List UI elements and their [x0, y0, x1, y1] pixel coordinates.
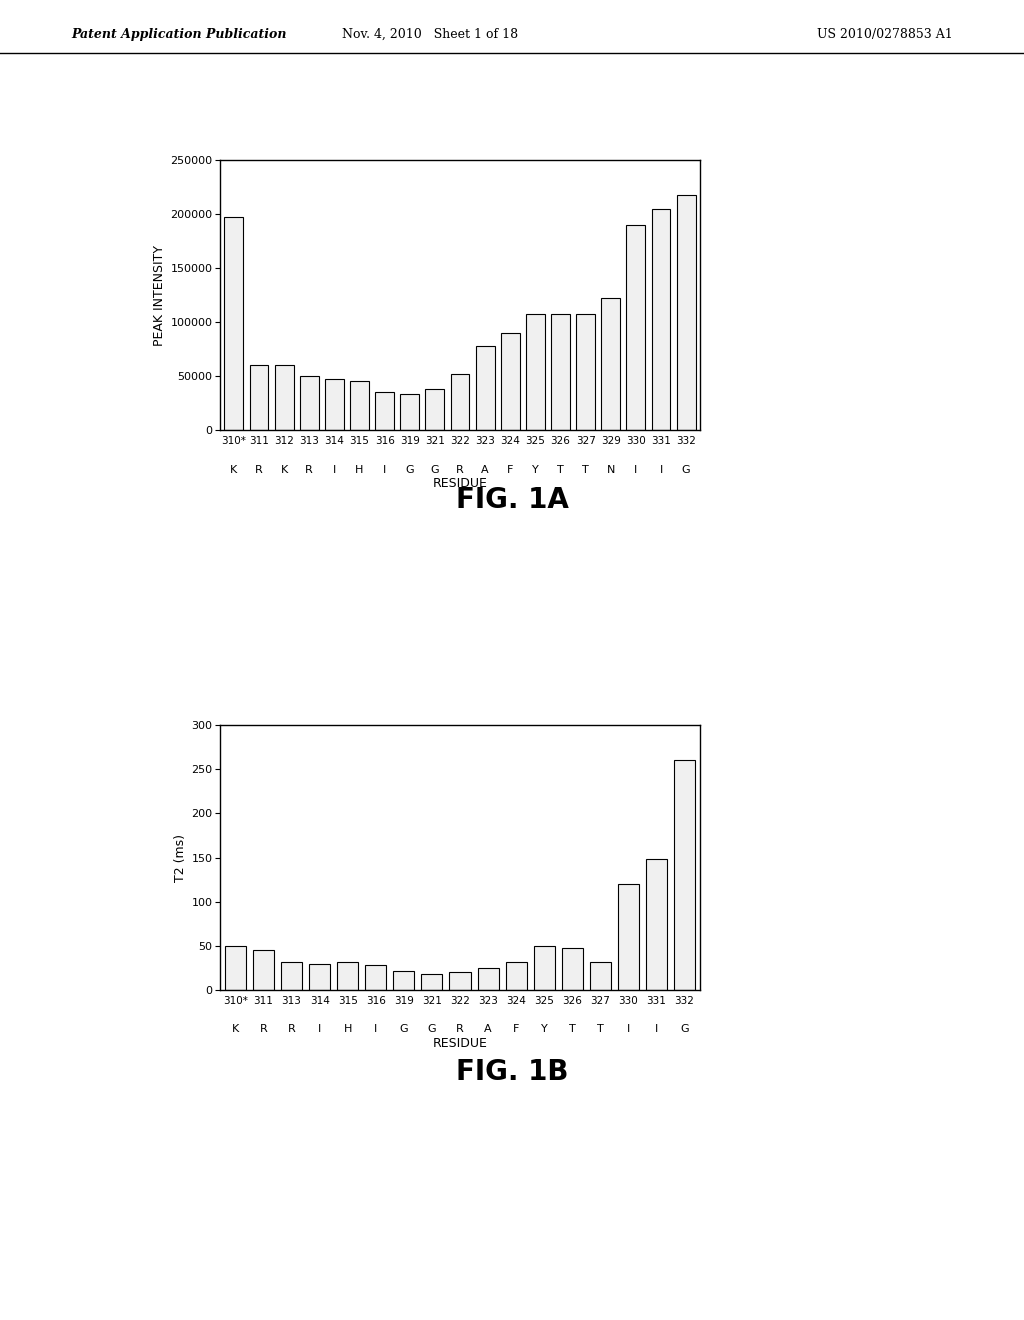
Text: US 2010/0278853 A1: US 2010/0278853 A1 — [816, 28, 952, 41]
Bar — [375, 392, 394, 430]
Text: Y: Y — [541, 1024, 548, 1035]
Bar — [601, 298, 621, 430]
Text: T: T — [583, 465, 589, 475]
Bar — [425, 389, 444, 430]
Bar — [224, 218, 244, 430]
Text: R: R — [288, 1024, 296, 1035]
Bar — [422, 974, 442, 990]
Bar — [451, 374, 469, 430]
Bar — [393, 970, 415, 990]
Text: R: R — [456, 465, 464, 475]
Bar — [562, 948, 583, 990]
Text: I: I — [634, 465, 638, 475]
Bar — [309, 964, 330, 990]
Bar — [281, 962, 302, 990]
Bar — [501, 333, 520, 430]
Text: N: N — [606, 465, 615, 475]
Text: T: T — [597, 1024, 604, 1035]
Text: I: I — [374, 1024, 378, 1035]
Bar — [651, 209, 671, 430]
Text: I: I — [383, 465, 386, 475]
Bar — [253, 950, 274, 990]
Text: R: R — [305, 465, 313, 475]
Text: G: G — [399, 1024, 409, 1035]
Text: FIG. 1A: FIG. 1A — [456, 486, 568, 513]
Text: R: R — [255, 465, 263, 475]
Bar — [674, 760, 695, 990]
Text: H: H — [343, 1024, 352, 1035]
Bar — [617, 884, 639, 990]
X-axis label: RESIDUE: RESIDUE — [432, 477, 487, 490]
Bar — [477, 968, 499, 990]
Text: Nov. 4, 2010   Sheet 1 of 18: Nov. 4, 2010 Sheet 1 of 18 — [342, 28, 518, 41]
Text: A: A — [481, 465, 488, 475]
Text: K: K — [281, 465, 288, 475]
Text: G: G — [430, 465, 439, 475]
Text: FIG. 1B: FIG. 1B — [456, 1059, 568, 1086]
Bar — [337, 962, 358, 990]
Bar — [677, 194, 695, 430]
Text: G: G — [428, 1024, 436, 1035]
Text: K: K — [230, 465, 238, 475]
Bar — [400, 395, 419, 430]
Text: Patent Application Publication: Patent Application Publication — [72, 28, 287, 41]
Text: G: G — [680, 1024, 689, 1035]
Bar — [551, 314, 570, 430]
Text: K: K — [231, 1024, 239, 1035]
Bar — [476, 346, 495, 430]
Bar — [274, 366, 294, 430]
Bar — [366, 965, 386, 990]
Text: F: F — [513, 1024, 519, 1035]
Bar — [577, 314, 595, 430]
Text: T: T — [557, 465, 564, 475]
Bar — [534, 946, 555, 990]
Bar — [225, 946, 246, 990]
Bar — [526, 314, 545, 430]
Bar — [590, 962, 611, 990]
Text: Y: Y — [532, 465, 539, 475]
Text: T: T — [569, 1024, 575, 1035]
Text: G: G — [682, 465, 690, 475]
Bar — [646, 859, 667, 990]
Text: R: R — [456, 1024, 464, 1035]
X-axis label: RESIDUE: RESIDUE — [432, 1036, 487, 1049]
Bar — [450, 973, 470, 990]
Text: F: F — [507, 465, 513, 475]
Text: I: I — [318, 1024, 322, 1035]
Text: I: I — [655, 1024, 658, 1035]
Text: I: I — [627, 1024, 630, 1035]
Text: I: I — [659, 465, 663, 475]
Bar — [300, 376, 318, 430]
Bar — [325, 379, 344, 430]
Text: R: R — [260, 1024, 267, 1035]
Bar — [627, 224, 645, 430]
Bar — [506, 962, 526, 990]
Text: A: A — [484, 1024, 492, 1035]
Text: G: G — [406, 465, 414, 475]
Y-axis label: PEAK INTENSITY: PEAK INTENSITY — [153, 244, 166, 346]
Y-axis label: T2 (ms): T2 (ms) — [174, 833, 187, 882]
Bar — [350, 381, 369, 430]
Text: H: H — [355, 465, 364, 475]
Bar — [250, 366, 268, 430]
Text: I: I — [333, 465, 336, 475]
